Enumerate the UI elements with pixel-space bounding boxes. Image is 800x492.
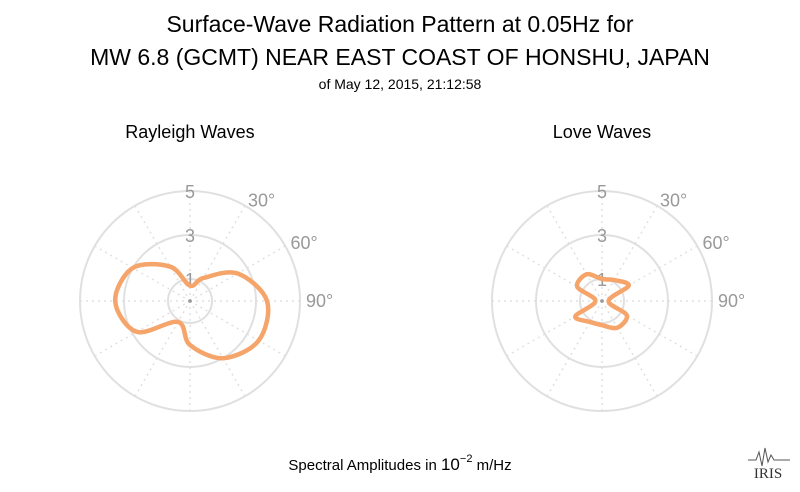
love-spoke-gridline xyxy=(546,300,603,397)
rayleigh-center-point xyxy=(188,299,192,303)
rayleigh-spoke-gridline xyxy=(94,245,191,302)
chart-title-line2: MW 6.8 (GCMT) NEAR EAST COAST OF HONSHU,… xyxy=(90,44,710,70)
love-angle-tick-label: 30° xyxy=(660,191,687,211)
love-spoke-gridline xyxy=(601,300,658,397)
iris-logo: IRIS xyxy=(748,447,790,482)
rayleigh-spoke-gridline xyxy=(134,205,191,302)
caption-base: 10 xyxy=(441,455,460,474)
rayleigh-ring-gridline xyxy=(123,234,257,368)
rayleigh-spoke-gridline xyxy=(189,300,286,357)
caption-prefix: Spectral Amplitudes in xyxy=(288,457,441,474)
rayleigh-angle-tick-label: 90° xyxy=(306,291,333,311)
seismogram-icon xyxy=(748,447,790,467)
rayleigh-spoke-gridline xyxy=(94,300,191,357)
caption-suffix: m/Hz xyxy=(472,457,511,474)
rayleigh-spoke-gridline xyxy=(189,300,246,397)
rayleigh-radial-tick-label: 5 xyxy=(185,182,195,202)
rayleigh-spoke-gridline xyxy=(189,205,246,302)
chart-subtitle: of May 12, 2015, 21:12:58 xyxy=(319,76,482,92)
chart-title-line1: Surface-Wave Radiation Pattern at 0.05Hz… xyxy=(166,11,633,37)
rayleigh-angle-tick-label: 60° xyxy=(291,233,318,253)
rayleigh-panel-title: Rayleigh Waves xyxy=(125,122,254,142)
rayleigh-ring-gridline xyxy=(167,278,213,324)
love-radial-tick-label: 3 xyxy=(597,226,607,246)
rayleigh-spoke-gridline xyxy=(134,300,191,397)
rayleigh-ring-gridline xyxy=(79,190,301,412)
love-ring-gridline xyxy=(491,190,713,412)
love-panel-title: Love Waves xyxy=(553,122,651,142)
amplitude-caption: Spectral Amplitudes in 10−2 m/Hz xyxy=(288,453,511,474)
rayleigh-radiation-pattern-line xyxy=(112,261,271,361)
love-radiation-pattern-line xyxy=(573,271,631,331)
rayleigh-polar-panel: Rayleigh Waves 1 3 5 30° 60° 90° xyxy=(79,122,333,412)
love-angle-tick-label: 60° xyxy=(703,233,730,253)
rayleigh-radial-tick-label: 1 xyxy=(185,270,195,290)
rayleigh-radial-tick-label: 3 xyxy=(185,226,195,246)
love-center-point xyxy=(600,299,604,303)
love-spoke-gridline xyxy=(601,205,658,302)
caption-exponent: −2 xyxy=(460,453,473,465)
love-angle-tick-label: 90° xyxy=(718,291,745,311)
rayleigh-angle-tick-label: 30° xyxy=(248,191,275,211)
love-spoke-gridline xyxy=(546,205,603,302)
iris-logo-text: IRIS xyxy=(754,466,782,482)
love-polar-panel: Love Waves 135 30°60°90° xyxy=(491,122,745,412)
love-ring-gridline xyxy=(535,234,669,368)
love-radial-tick-label: 5 xyxy=(597,182,607,202)
